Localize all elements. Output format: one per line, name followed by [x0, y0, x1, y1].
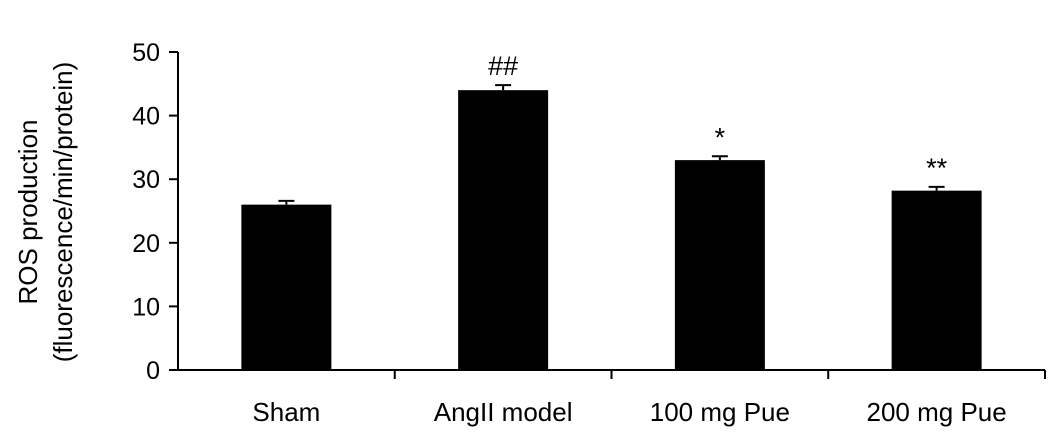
- y-tick-label: 0: [146, 357, 160, 385]
- y-tick-label: 30: [132, 166, 160, 194]
- labels: 0 10 20 30 40 50 Sham AngII model ## 100 mg Pue * 2…: [132, 39, 1007, 427]
- bar: [458, 90, 549, 370]
- bars: [241, 84, 982, 370]
- bar: [241, 204, 332, 370]
- significance-marker: *: [715, 122, 726, 152]
- y-axis-label-line-2: (fluorescence/min/protein): [48, 62, 78, 363]
- y-tick-label: 50: [132, 39, 160, 67]
- y-tick-label: 20: [132, 230, 160, 258]
- y-axis-label-line-1: ROS production: [13, 120, 43, 305]
- y-tick-label: 10: [132, 293, 160, 321]
- bar: [891, 190, 982, 370]
- x-category-label: 100 mg Pue: [650, 397, 790, 427]
- x-category-label: Sham: [252, 397, 320, 427]
- significance-marker: **: [926, 153, 948, 183]
- y-axis-label: ROS production (fluorescence/min/protein…: [13, 62, 78, 363]
- x-category-label: AngII model: [434, 397, 573, 427]
- x-category-label: 200 mg Pue: [867, 397, 1007, 427]
- y-tick-label: 40: [132, 103, 160, 131]
- significance-marker: ##: [488, 51, 518, 81]
- bar: [674, 160, 765, 370]
